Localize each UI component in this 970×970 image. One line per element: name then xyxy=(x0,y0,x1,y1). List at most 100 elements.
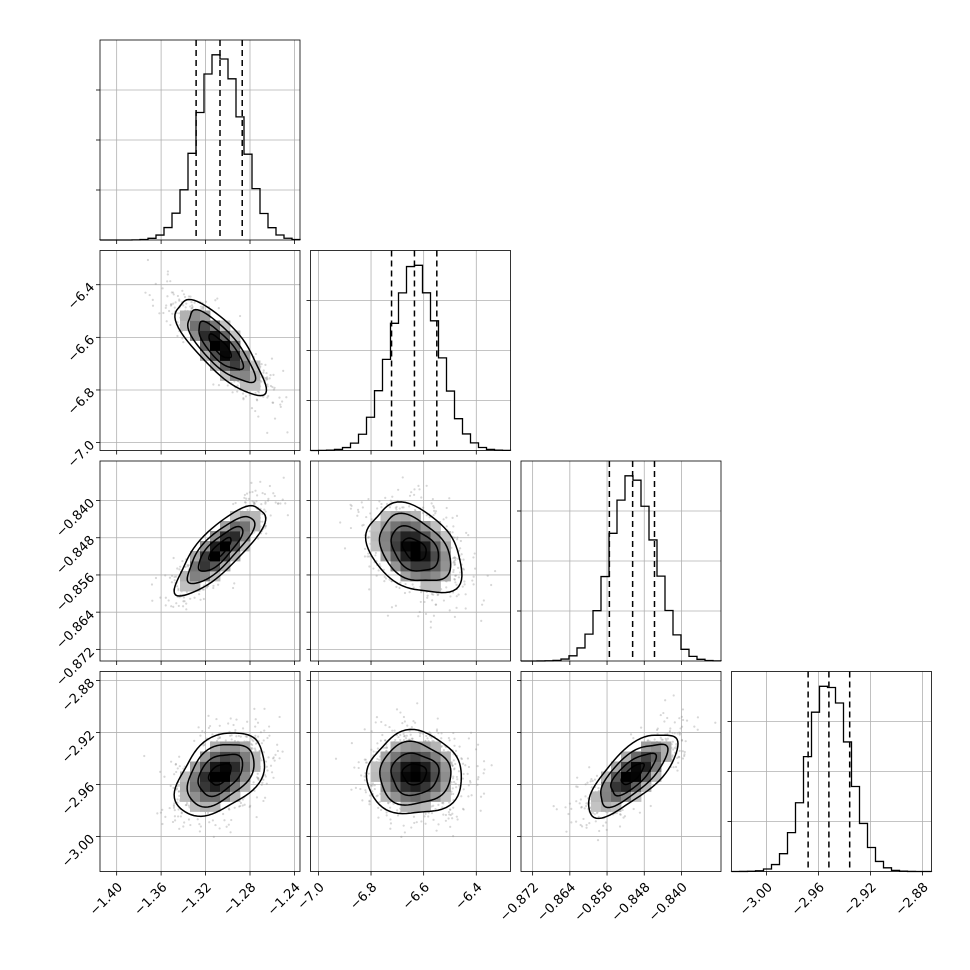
scatter-point xyxy=(216,297,219,300)
scatter-point xyxy=(591,779,594,783)
density-cell xyxy=(230,350,241,361)
scatter-point xyxy=(253,789,256,793)
scatter-point xyxy=(386,614,390,617)
scatter-point xyxy=(171,312,174,315)
scatter-point xyxy=(619,813,622,816)
density-cell xyxy=(661,741,672,752)
scatter-point xyxy=(380,506,383,509)
scatter-point xyxy=(423,815,426,818)
density-cell xyxy=(200,330,211,341)
density-cell xyxy=(180,310,191,321)
scatter-point xyxy=(253,502,256,505)
scatter-point xyxy=(273,417,277,420)
contour-3 xyxy=(173,504,267,597)
scatter-point xyxy=(179,815,182,818)
scatter-point xyxy=(261,781,264,784)
density-cell xyxy=(380,761,391,772)
scatter-point xyxy=(363,555,367,558)
scatter-point xyxy=(383,575,386,578)
scatter-point xyxy=(159,596,162,599)
scatter-point xyxy=(178,299,181,302)
scatter-point xyxy=(169,304,173,307)
scatter-point xyxy=(171,820,175,824)
scatter-point xyxy=(255,398,258,401)
contour-0 xyxy=(620,762,645,786)
scatter-point xyxy=(234,728,237,732)
scatter-point xyxy=(248,805,251,809)
scatter-point xyxy=(242,396,245,400)
scatter-point xyxy=(575,800,578,803)
density-cell xyxy=(420,751,431,762)
scatter-point xyxy=(424,822,427,825)
scatter-point xyxy=(225,825,228,828)
density-cell xyxy=(440,761,451,772)
scatter-point xyxy=(454,762,457,766)
scatter-point xyxy=(259,731,263,734)
scatter-point xyxy=(467,737,470,740)
density-cell xyxy=(240,761,251,772)
contour-3 xyxy=(587,734,679,820)
scatter-point xyxy=(479,795,483,798)
scatter-point xyxy=(426,596,429,599)
scatter-point xyxy=(238,805,241,808)
scatter-point xyxy=(187,564,190,567)
scatter-point xyxy=(410,826,413,829)
scatter-point xyxy=(271,385,274,389)
scatter-point xyxy=(377,806,380,810)
scatter-point xyxy=(353,766,356,769)
density-cell xyxy=(230,531,241,542)
scatter-point xyxy=(425,734,428,738)
density-cell xyxy=(230,551,241,562)
scatter-point xyxy=(193,596,196,599)
scatter-point xyxy=(211,819,214,822)
scatter-point xyxy=(264,775,267,778)
scatter-point xyxy=(597,815,600,819)
density-cell xyxy=(621,791,632,802)
density-cell xyxy=(210,320,221,331)
scatter-point xyxy=(476,783,479,786)
scatter-point xyxy=(202,588,205,591)
scatter-point xyxy=(185,608,188,611)
scatter-point xyxy=(241,392,245,395)
density-cell xyxy=(220,370,231,381)
contour-2 xyxy=(379,740,452,806)
density-cell xyxy=(410,761,421,772)
scatter-point xyxy=(278,715,281,719)
scatter-point xyxy=(201,729,204,733)
scatter-point xyxy=(276,743,279,746)
scatter-point xyxy=(466,757,470,760)
scatter-point xyxy=(669,727,672,730)
scatter-point xyxy=(467,765,471,769)
scatter-point xyxy=(434,510,438,513)
scatter-point xyxy=(246,508,249,512)
density-cell xyxy=(651,761,662,772)
scatter-point xyxy=(416,702,419,705)
scatter-point xyxy=(212,383,215,386)
density-cell xyxy=(250,761,261,772)
density-cell xyxy=(380,541,391,552)
scatter-point xyxy=(211,733,214,736)
density-cell xyxy=(180,781,191,792)
scatter-point xyxy=(432,514,435,517)
scatter-point xyxy=(449,595,452,598)
scatter-point xyxy=(248,491,251,494)
scatter-point xyxy=(453,556,456,559)
scatter-point xyxy=(356,514,359,517)
scatter-point xyxy=(179,565,182,568)
scatter-point xyxy=(668,729,671,732)
scatter-point xyxy=(264,363,267,366)
scatter-point xyxy=(369,784,373,787)
scatter-point xyxy=(629,733,633,736)
density-cell xyxy=(230,330,241,341)
density-cell xyxy=(190,320,201,331)
scatter-point xyxy=(363,779,367,782)
density-cell xyxy=(430,791,441,802)
density-cell xyxy=(200,320,211,331)
scatter-point xyxy=(250,406,254,410)
scatter-point xyxy=(453,536,456,539)
scatter-point xyxy=(191,305,194,309)
scatter-point xyxy=(257,735,260,738)
scatter-point xyxy=(391,495,394,498)
scatter-point xyxy=(212,584,215,587)
scatter-point xyxy=(170,605,173,608)
